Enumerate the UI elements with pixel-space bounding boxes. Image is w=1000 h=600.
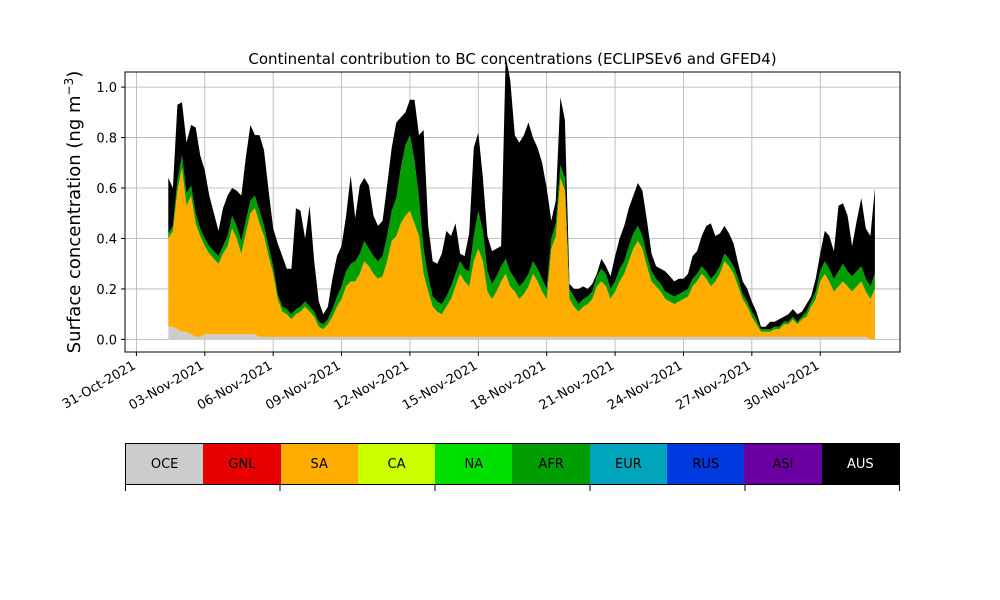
legend-label: SA <box>310 456 328 472</box>
legend-label: NA <box>464 456 484 472</box>
y-tick-label: 0.6 <box>96 182 117 197</box>
y-tick-label: 0.0 <box>96 333 117 348</box>
legend-label: RUS <box>692 456 720 472</box>
legend-label: EUR <box>615 456 642 472</box>
legend-item-sa: SA <box>280 444 358 484</box>
x-tick-label: 15-Nov-2021 <box>400 358 480 413</box>
area-series-aus <box>168 56 875 330</box>
legend-label: CA <box>387 456 406 472</box>
legend-label: ASI <box>772 456 794 472</box>
x-tick-label: 03-Nov-2021 <box>127 358 207 413</box>
legend-label: AUS <box>846 456 874 472</box>
x-tick-label: 18-Nov-2021 <box>468 358 548 413</box>
legend-colorbar: OCE GNL SA CA NA AFR EUR RUS ASI AUS <box>125 443 900 485</box>
legend-item-gnl: GNL <box>203 444 281 484</box>
y-tick-label: 1.0 <box>96 81 117 96</box>
legend-item-na: NA <box>435 444 513 484</box>
svg-text:Surface concentration (ng m−3): Surface concentration (ng m−3) <box>62 71 85 354</box>
y-ticks: 0.0 0.2 0.4 0.6 0.8 1.0 <box>96 81 125 348</box>
legend-label: AFR <box>538 456 564 472</box>
x-tick-label: 12-Nov-2021 <box>332 358 412 413</box>
x-tick-label: 21-Nov-2021 <box>537 358 617 413</box>
y-tick-label: 0.2 <box>96 283 117 298</box>
plot-frame <box>124 71 901 353</box>
y-axis-label-close: ) <box>64 71 85 78</box>
legend-item-oce: OCE <box>126 444 204 484</box>
legend-item-ca: CA <box>357 444 436 484</box>
x-tick-label: 24-Nov-2021 <box>605 358 685 413</box>
legend-item-eur: EUR <box>589 444 668 484</box>
x-tick-label: 09-Nov-2021 <box>263 358 343 413</box>
legend-item-afr: AFR <box>512 444 590 484</box>
x-tick-label: 30-Nov-2021 <box>742 358 822 413</box>
legend-item-rus: RUS <box>667 444 745 484</box>
legend-item-aus: AUS <box>821 444 899 484</box>
y-axis-label-text: Surface concentration (ng m <box>64 95 85 353</box>
y-axis-label-superscript: −3 <box>62 78 76 96</box>
y-axis-label: Surface concentration (ng m−3) <box>62 71 85 354</box>
area-series-oce <box>168 326 875 340</box>
x-ticks: 31-Oct-202103-Nov-202106-Nov-202109-Nov-… <box>60 352 822 413</box>
legend-label: GNL <box>228 456 256 472</box>
x-tick-label: 06-Nov-2021 <box>195 358 275 413</box>
stacked-areas <box>168 56 875 340</box>
legend-item-asi: ASI <box>744 444 822 484</box>
legend-ticks <box>125 485 900 491</box>
area-series-sa <box>168 167 875 340</box>
area-series-afr <box>168 135 875 332</box>
x-tick-label: 27-Nov-2021 <box>674 358 754 413</box>
y-tick-label: 0.8 <box>96 132 117 147</box>
chart-title: Continental contribution to BC concentra… <box>248 50 776 68</box>
y-tick-label: 0.4 <box>96 232 117 247</box>
x-tick-label: 31-Oct-2021 <box>60 358 138 412</box>
legend-label: OCE <box>150 456 179 472</box>
